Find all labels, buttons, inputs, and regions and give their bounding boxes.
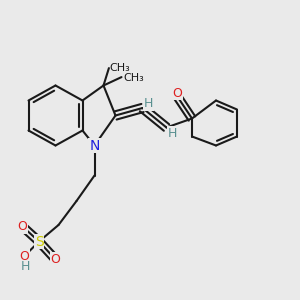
Text: O: O (18, 220, 27, 233)
Text: O: O (19, 250, 29, 263)
Text: N: N (89, 139, 100, 152)
Text: H: H (168, 127, 177, 140)
Text: O: O (172, 86, 182, 100)
Text: H: H (21, 260, 30, 274)
Text: O: O (51, 253, 60, 266)
Text: S: S (34, 235, 43, 248)
Text: CH₃: CH₃ (123, 73, 144, 83)
Text: CH₃: CH₃ (110, 62, 130, 73)
Text: H: H (144, 97, 153, 110)
